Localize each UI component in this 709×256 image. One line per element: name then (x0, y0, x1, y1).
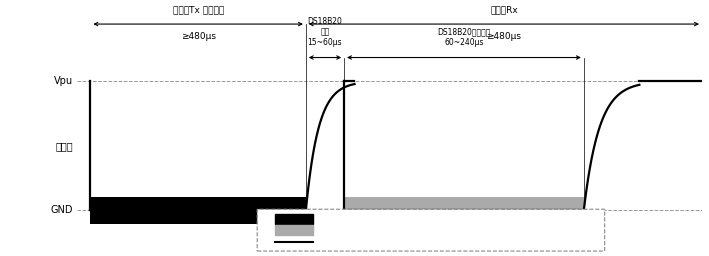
Text: 控制器Rx: 控制器Rx (490, 6, 518, 15)
FancyBboxPatch shape (257, 209, 605, 251)
Text: GND: GND (50, 205, 73, 216)
Text: 上拉电阻拉高电平: 上拉电阻拉高电平 (323, 238, 363, 247)
Text: DS18B20拉低电平: DS18B20拉低电平 (323, 226, 382, 235)
Text: ≥480μs: ≥480μs (486, 33, 521, 41)
Text: DS18B20存在脉冲
60~240μs: DS18B20存在脉冲 60~240μs (437, 27, 491, 47)
Text: 总线控制器拉低电平: 总线控制器拉低电平 (323, 215, 368, 223)
Text: 单总线: 单总线 (55, 141, 73, 151)
Text: Vpu: Vpu (54, 76, 73, 87)
Text: ≥480μs: ≥480μs (181, 33, 216, 41)
Text: DS18B20
等待
15~60μs: DS18B20 等待 15~60μs (308, 17, 342, 47)
Text: 控制器Tx 复位脉冲: 控制器Tx 复位脉冲 (172, 6, 224, 15)
